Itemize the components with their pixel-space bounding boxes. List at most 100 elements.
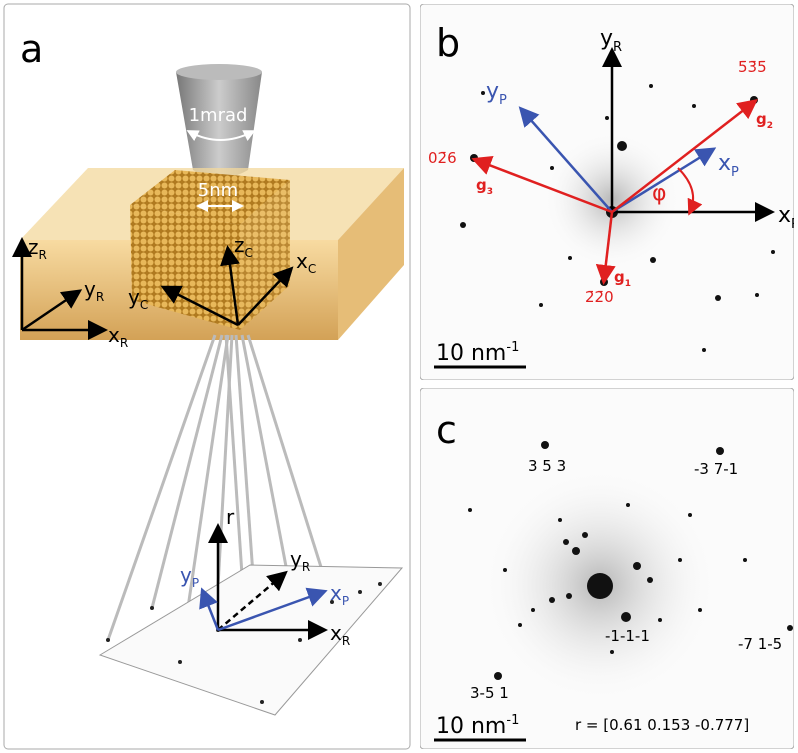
spot <box>587 573 613 599</box>
spot <box>378 582 382 586</box>
label-symbol: y <box>600 26 613 51</box>
spot-index: 3 5 3 <box>528 457 566 475</box>
spot <box>582 532 588 538</box>
label-subscript: R <box>791 217 798 232</box>
label-symbol: x <box>718 151 731 176</box>
label-symbol: g <box>476 176 487 194</box>
spot <box>150 606 154 610</box>
spot <box>539 303 543 307</box>
label-symbol: x <box>108 323 120 347</box>
label-subscript: R <box>302 560 310 574</box>
label-symbol: y <box>128 285 140 309</box>
spot <box>549 597 555 603</box>
spot <box>715 295 721 301</box>
panel-b: b φ 2̄2̄0 5̄3̄5̄ 02̄6 10 nm-1 yRxRyPxPg1… <box>420 4 798 380</box>
panel-label: b <box>436 21 460 65</box>
label-subscript: 2 <box>767 121 773 131</box>
label-symbol: x <box>330 581 342 605</box>
label-symbol: g <box>756 110 767 128</box>
panel-label: a <box>20 27 43 71</box>
spot <box>716 447 724 455</box>
spot <box>626 503 630 507</box>
axis-label: xR <box>778 203 798 232</box>
crystal-size-label: 5nm <box>198 180 238 201</box>
scale-superscript: -1 <box>506 713 519 728</box>
label-subscript: R <box>342 634 350 648</box>
scale-text: 10 nm <box>436 714 506 739</box>
spot <box>558 518 562 522</box>
reflection-index: 2̄2̄0 <box>585 288 614 306</box>
label-subscript: C <box>308 262 316 276</box>
spot <box>481 91 485 95</box>
spot <box>531 608 535 612</box>
spot <box>460 222 466 228</box>
spot <box>572 547 580 555</box>
label-symbol: x <box>778 203 791 228</box>
label-subscript: R <box>39 248 47 262</box>
angle-label: φ <box>652 181 667 206</box>
label-subscript: R <box>120 336 128 350</box>
spot <box>647 577 653 583</box>
label-symbol: y <box>290 547 302 571</box>
label-subscript: P <box>731 165 739 180</box>
spot <box>358 590 362 594</box>
label-symbol: x <box>330 621 342 645</box>
spot <box>678 558 682 562</box>
spot <box>106 638 110 642</box>
figure: a 1mrad 5nm zRyRxRzCyCxCyPxPyRxRr b φ 2̄… <box>0 0 798 753</box>
label-subscript: 1 <box>625 279 631 289</box>
spot <box>298 638 302 642</box>
label-symbol: y <box>486 79 499 104</box>
spot <box>787 625 793 631</box>
label-subscript: C <box>140 298 148 312</box>
label-symbol: g <box>614 268 625 286</box>
label-symbol: z <box>28 235 39 259</box>
reflection-index: 5̄3̄5̄ <box>738 58 767 76</box>
spot <box>494 672 502 680</box>
spot <box>771 250 775 254</box>
panel-a: a 1mrad 5nm zRyRxRzCyCxCyPxPyRxRr <box>4 4 410 749</box>
spot <box>698 608 702 612</box>
spot <box>550 166 554 170</box>
reflection-index: 02̄6 <box>428 149 457 167</box>
spot <box>755 293 759 297</box>
scale-superscript: -1 <box>506 340 519 355</box>
spot <box>518 623 522 627</box>
label-subscript: C <box>245 246 253 260</box>
spot <box>610 650 614 654</box>
orientation: r = [0.61 0.153 -0.777] <box>575 716 749 734</box>
spot <box>688 513 692 517</box>
spot <box>743 558 747 562</box>
spot <box>503 568 507 572</box>
label-subscript: R <box>613 40 622 55</box>
cone-top <box>176 64 262 80</box>
spot <box>563 539 569 545</box>
label-subscript: R <box>96 290 104 304</box>
spot-index: -3 7-1 <box>694 460 738 478</box>
spot <box>621 612 631 622</box>
panel-c: c 3 5 3 -3 7-1 -1-1-1 -7 1-5 3-5 1 r = [… <box>420 388 794 749</box>
spot-index: 3-5 1 <box>470 684 509 702</box>
spot <box>541 441 549 449</box>
axis-label: r <box>226 505 235 529</box>
spot <box>692 104 696 108</box>
panel-label: c <box>436 408 457 452</box>
label-subscript: P <box>192 576 199 590</box>
spot-index: -7 1-5 <box>738 635 782 653</box>
spot <box>568 256 572 260</box>
spot <box>633 562 641 570</box>
label-symbol: z <box>234 233 245 257</box>
label-symbol: y <box>84 277 96 301</box>
label-subscript: 3 <box>487 187 493 197</box>
spot <box>702 348 706 352</box>
spot <box>658 618 662 622</box>
divergence-label: 1mrad <box>189 105 248 126</box>
spot <box>605 116 609 120</box>
spot <box>617 141 627 151</box>
label-symbol: x <box>296 249 308 273</box>
spot <box>178 660 182 664</box>
label-symbol: y <box>180 563 192 587</box>
label-subscript: P <box>499 93 507 108</box>
spot <box>468 508 472 512</box>
spot-index: -1-1-1 <box>605 627 650 645</box>
